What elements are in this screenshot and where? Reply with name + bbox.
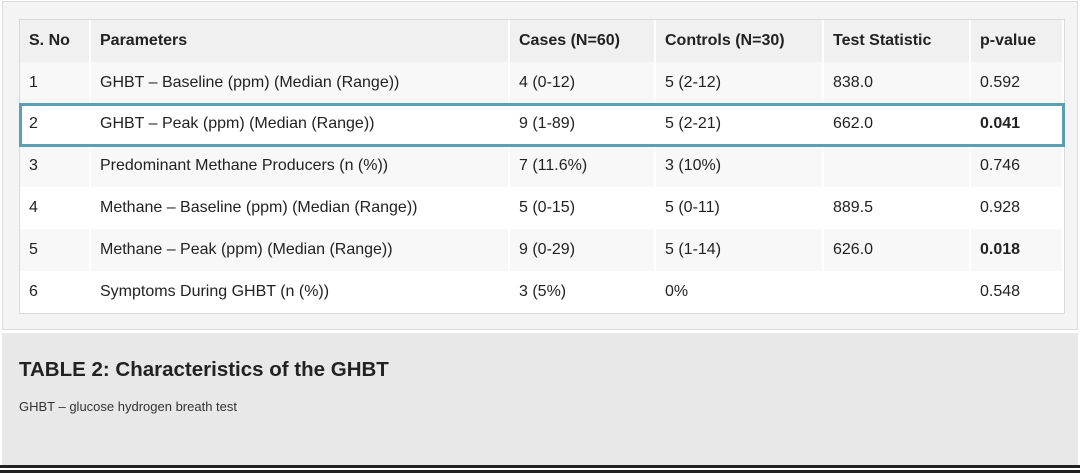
caption-note: GHBT – glucose hydrogen breath test	[19, 399, 237, 414]
cell-cases: 5 (0-15)	[510, 187, 656, 229]
cell-sno: 3	[20, 145, 91, 188]
cell-p-value-significant: 0.018	[971, 228, 1064, 271]
bottom-divider	[0, 470, 1080, 473]
header-parameters: Parameters	[91, 20, 510, 62]
table-row: 6 Symptoms During GHBT (n (%)) 3 (5%) 0%…	[20, 270, 1064, 313]
cell-parameter: Methane – Peak (ppm) (Median (Range))	[91, 228, 510, 271]
cell-controls: 3 (10%)	[656, 145, 824, 188]
header-test-statistic: Test Statistic	[824, 20, 971, 62]
header-controls: Controls (N=30)	[656, 20, 824, 62]
header-sno: S. No	[20, 20, 91, 62]
table-frame: S. No Parameters Cases (N=60) Controls (…	[2, 1, 1078, 330]
table-row: 4 Methane – Baseline (ppm) (Median (Rang…	[20, 187, 1064, 229]
cell-sno: 4	[20, 187, 91, 229]
table-row: 3 Predominant Methane Producers (n (%)) …	[20, 145, 1064, 188]
cell-p-value: 0.592	[971, 61, 1064, 104]
data-table-container: S. No Parameters Cases (N=60) Controls (…	[19, 19, 1065, 314]
cell-parameter: GHBT – Baseline (ppm) (Median (Range))	[91, 61, 510, 104]
cell-controls: 5 (0-11)	[656, 187, 824, 229]
cell-statistic: 626.0	[824, 228, 971, 271]
cell-parameter: GHBT – Peak (ppm) (Median (Range))	[91, 103, 510, 146]
cell-cases: 4 (0-12)	[510, 61, 656, 104]
cell-statistic	[824, 145, 971, 188]
cell-cases: 7 (11.6%)	[510, 145, 656, 188]
cell-p-value: 0.928	[971, 187, 1064, 229]
table-caption: TABLE 2: Characteristics of the GHBT GHB…	[2, 333, 1078, 465]
cell-controls: 5 (2-12)	[656, 61, 824, 104]
cell-controls: 5 (1-14)	[656, 228, 824, 271]
table-row: 5 Methane – Peak (ppm) (Median (Range)) …	[20, 228, 1064, 271]
caption-title: TABLE 2: Characteristics of the GHBT	[19, 358, 389, 381]
table-row-highlighted: 2 GHBT – Peak (ppm) (Median (Range)) 9 (…	[20, 103, 1064, 146]
cell-sno: 2	[20, 103, 91, 146]
cell-parameter: Methane – Baseline (ppm) (Median (Range)…	[91, 187, 510, 229]
cell-sno: 5	[20, 228, 91, 271]
cell-controls: 0%	[656, 270, 824, 313]
cell-cases: 3 (5%)	[510, 270, 656, 313]
cell-parameter: Predominant Methane Producers (n (%))	[91, 145, 510, 188]
header-cases: Cases (N=60)	[510, 20, 656, 62]
header-p-value: p-value	[971, 20, 1064, 62]
cell-sno: 1	[20, 61, 91, 104]
bottom-divider	[0, 465, 1080, 468]
cell-cases: 9 (1-89)	[510, 103, 656, 146]
cell-cases: 9 (0-29)	[510, 228, 656, 271]
cell-statistic: 889.5	[824, 187, 971, 229]
cell-p-value: 0.548	[971, 270, 1064, 313]
cell-p-value-significant: 0.041	[971, 103, 1064, 146]
table-header-row: S. No Parameters Cases (N=60) Controls (…	[20, 20, 1064, 62]
cell-statistic: 662.0	[824, 103, 971, 146]
cell-statistic: 838.0	[824, 61, 971, 104]
cell-sno: 6	[20, 270, 91, 313]
cell-p-value: 0.746	[971, 145, 1064, 188]
table-row: 1 GHBT – Baseline (ppm) (Median (Range))…	[20, 61, 1064, 104]
cell-statistic	[824, 270, 971, 313]
cell-parameter: Symptoms During GHBT (n (%))	[91, 270, 510, 313]
data-table: S. No Parameters Cases (N=60) Controls (…	[20, 20, 1064, 313]
cell-controls: 5 (2-21)	[656, 103, 824, 146]
